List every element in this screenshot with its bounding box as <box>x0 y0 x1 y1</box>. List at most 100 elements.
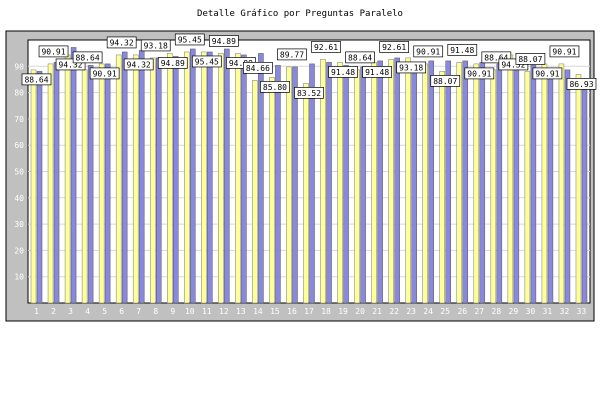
bar <box>275 65 281 304</box>
x-tick-label: 14 <box>253 307 263 316</box>
data-label: 88.64 <box>484 53 508 62</box>
x-tick-label: 31 <box>543 307 553 316</box>
bar <box>507 54 514 304</box>
data-label: 89.77 <box>280 50 304 59</box>
y-tick-label: 10 <box>14 273 24 282</box>
data-label-box <box>362 66 392 78</box>
bar <box>115 54 122 304</box>
y-tick-label: 30 <box>14 220 24 229</box>
bar <box>575 74 582 304</box>
data-label: 88.07 <box>433 77 457 86</box>
bar <box>360 66 366 304</box>
data-label-box <box>72 51 103 64</box>
bar <box>564 69 571 304</box>
y-tick-label: 70 <box>14 115 24 124</box>
bar <box>104 63 111 304</box>
data-label-box <box>430 75 461 87</box>
bar <box>309 63 315 304</box>
bar <box>30 69 37 304</box>
data-label-box <box>157 57 188 69</box>
bar <box>258 53 264 304</box>
data-label: 88.64 <box>76 53 100 62</box>
data-label: 88.64 <box>348 53 372 62</box>
x-tick-label: 28 <box>492 307 502 316</box>
data-label-box <box>311 41 341 53</box>
bar <box>422 63 428 304</box>
data-label: 95.45 <box>178 35 202 44</box>
bar <box>496 63 503 304</box>
bar <box>371 62 377 304</box>
y-tick-label: 20 <box>14 246 24 255</box>
bar <box>241 54 247 304</box>
data-label: 88.07 <box>518 55 542 64</box>
bar <box>303 83 309 304</box>
x-tick-label: 33 <box>577 307 587 316</box>
bar <box>36 71 43 304</box>
bar <box>173 56 179 304</box>
x-tick-label: 12 <box>219 307 229 316</box>
data-label: 94.32 <box>59 60 83 69</box>
data-label: 91.48 <box>450 46 474 55</box>
x-tick-label: 7 <box>136 307 141 316</box>
bar <box>530 65 537 304</box>
data-label-box <box>106 36 137 49</box>
bar <box>167 53 173 304</box>
bar <box>81 69 88 304</box>
bar <box>98 63 105 304</box>
bar <box>354 69 360 304</box>
bar <box>235 53 241 304</box>
data-label-box <box>260 80 290 93</box>
data-label-box <box>55 58 86 71</box>
x-tick-label: 11 <box>202 307 212 316</box>
bar <box>207 51 213 304</box>
x-tick-label: 15 <box>270 307 280 316</box>
data-label: 91.48 <box>365 68 389 77</box>
data-label-box <box>21 73 52 86</box>
data-label: 91.48 <box>331 68 355 77</box>
data-label-box <box>123 58 154 71</box>
data-label-box <box>532 67 563 80</box>
data-label-box <box>566 78 597 90</box>
data-label-box <box>396 61 427 74</box>
data-label-box <box>89 67 120 80</box>
bar <box>343 65 349 304</box>
bar <box>558 63 565 304</box>
bar <box>286 66 292 304</box>
data-label: 84.66 <box>246 64 270 73</box>
x-tick-label: 4 <box>85 307 90 316</box>
bar <box>445 60 451 304</box>
bar <box>428 60 434 304</box>
x-tick-label: 25 <box>440 307 450 316</box>
x-tick-label: 26 <box>457 307 467 316</box>
bar <box>394 57 400 304</box>
bar <box>53 62 60 304</box>
bar <box>190 48 196 304</box>
x-tick-label: 17 <box>304 307 314 316</box>
data-label: 94.32 <box>110 38 134 47</box>
data-label-box <box>243 61 273 74</box>
data-label: 90.91 <box>535 69 559 78</box>
data-label: 90.91 <box>41 47 65 56</box>
data-label-box <box>447 44 478 56</box>
x-tick-label: 30 <box>526 307 536 316</box>
data-label-box <box>379 41 410 53</box>
data-label: 90.91 <box>93 69 117 78</box>
bar <box>132 54 139 304</box>
data-label-box <box>481 51 512 64</box>
bar <box>490 69 497 304</box>
x-tick-label: 29 <box>509 307 519 316</box>
x-tick-label: 27 <box>474 307 484 316</box>
data-label: 95.45 <box>195 57 219 66</box>
data-label-box <box>464 67 495 80</box>
bar <box>201 51 207 304</box>
data-label: 92.61 <box>314 43 338 52</box>
x-tick-label: 6 <box>119 307 124 316</box>
data-label-box <box>345 51 375 64</box>
data-label-box <box>294 86 324 99</box>
x-tick-label: 2 <box>51 307 56 316</box>
bar <box>524 71 531 304</box>
data-label-box <box>549 45 580 58</box>
bar <box>513 63 520 304</box>
data-label-box <box>208 35 239 47</box>
